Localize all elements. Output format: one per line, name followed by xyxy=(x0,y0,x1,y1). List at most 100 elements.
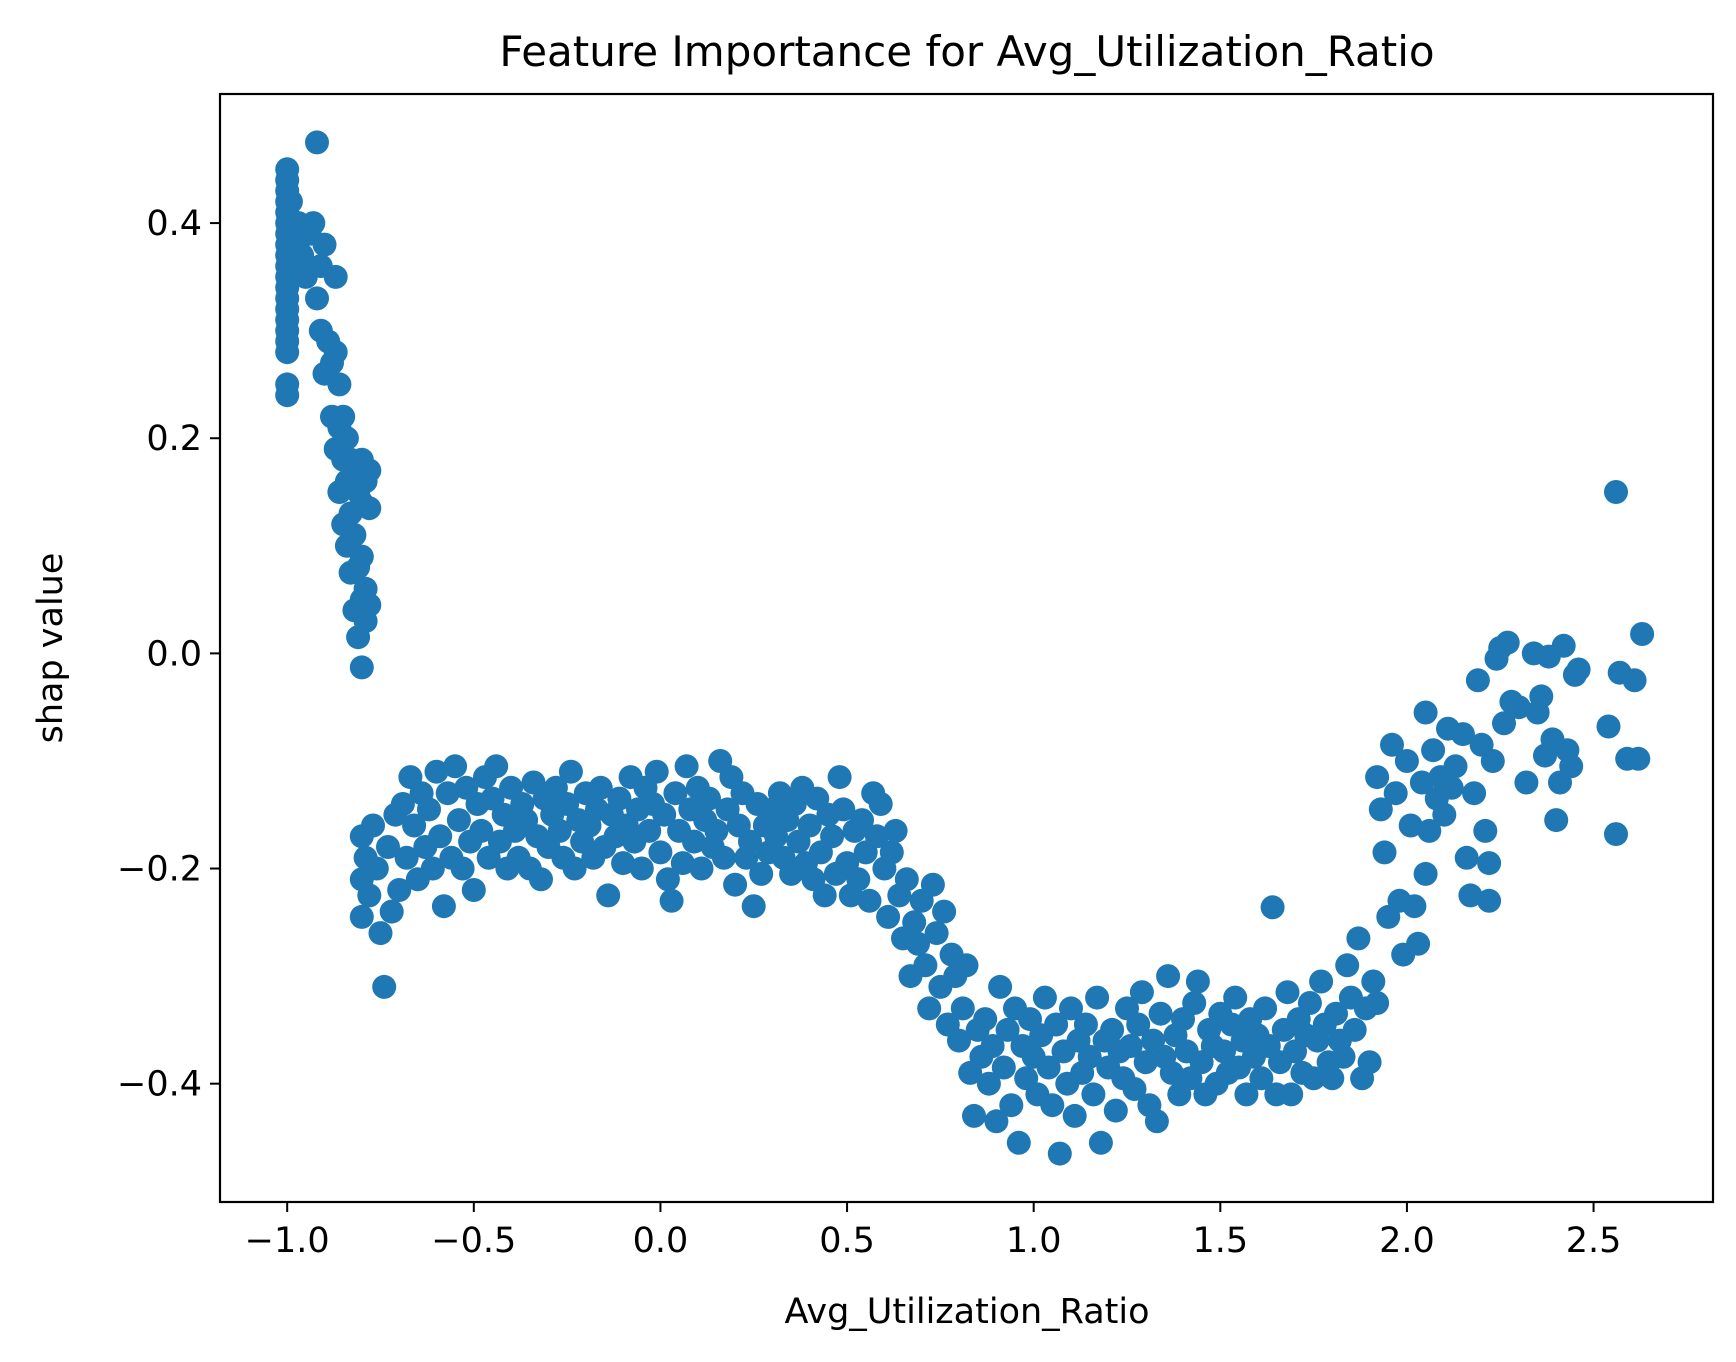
data-point xyxy=(906,931,930,956)
data-point xyxy=(1212,1039,1236,1064)
points-layer xyxy=(275,130,1655,1166)
y-tick-label: −0.4 xyxy=(117,1065,202,1105)
data-point xyxy=(1477,851,1502,876)
data-point xyxy=(1454,845,1479,870)
data-point xyxy=(917,996,942,1021)
data-point xyxy=(924,921,949,946)
data-point xyxy=(394,845,419,870)
data-point xyxy=(1159,1060,1184,1085)
data-point xyxy=(1361,969,1386,994)
data-point xyxy=(738,829,762,854)
data-point xyxy=(995,1017,1020,1042)
data-point xyxy=(655,867,680,892)
data-point xyxy=(1088,1130,1113,1155)
data-point xyxy=(988,974,1013,999)
data-point xyxy=(1450,722,1475,747)
data-point xyxy=(1032,985,1057,1010)
data-point xyxy=(611,851,636,876)
data-point xyxy=(1417,818,1442,843)
data-point xyxy=(1126,1012,1151,1037)
data-point xyxy=(850,808,874,833)
data-point xyxy=(973,1007,998,1032)
data-point xyxy=(1335,953,1360,978)
data-point xyxy=(1040,1093,1065,1118)
data-point xyxy=(1439,775,1464,800)
data-point xyxy=(376,835,400,859)
data-point xyxy=(1492,711,1516,736)
data-point xyxy=(357,883,382,908)
data-point xyxy=(689,856,714,881)
data-point xyxy=(1432,802,1457,827)
data-point xyxy=(1462,781,1487,806)
data-point xyxy=(290,243,315,268)
data-point xyxy=(1044,1012,1069,1037)
data-point xyxy=(1544,808,1569,833)
data-point xyxy=(920,872,945,897)
data-point xyxy=(1559,754,1584,779)
data-point xyxy=(1495,630,1520,655)
data-point xyxy=(1346,926,1371,951)
data-point xyxy=(547,818,572,843)
data-point xyxy=(648,840,673,865)
data-point xyxy=(962,1103,986,1128)
data-point xyxy=(1156,964,1181,989)
data-point xyxy=(1148,1001,1173,1026)
data-point xyxy=(1122,1077,1147,1101)
data-point xyxy=(305,130,329,155)
data-point xyxy=(1133,1050,1158,1075)
data-point xyxy=(1551,633,1576,658)
data-point xyxy=(1626,746,1651,771)
data-point xyxy=(558,759,583,784)
data-point xyxy=(984,1109,1009,1134)
data-point xyxy=(1365,765,1390,790)
data-point xyxy=(484,754,509,779)
data-point xyxy=(1402,894,1427,919)
x-tick-label: −0.5 xyxy=(431,1221,516,1261)
data-point xyxy=(1324,1001,1348,1026)
data-point xyxy=(999,1093,1024,1118)
data-point xyxy=(1249,1066,1274,1091)
data-point xyxy=(1413,700,1438,725)
data-point xyxy=(954,953,979,978)
data-point xyxy=(417,797,441,822)
data-point xyxy=(1059,996,1083,1021)
data-point xyxy=(950,996,975,1021)
x-tick-label: 2.0 xyxy=(1379,1221,1435,1261)
data-point xyxy=(334,426,359,451)
data-point xyxy=(1006,1130,1031,1155)
data-point xyxy=(431,894,456,919)
data-point xyxy=(301,211,326,236)
data-point xyxy=(596,883,621,908)
data-point xyxy=(1596,714,1621,739)
data-point xyxy=(1081,1082,1106,1107)
x-tick-label: 2.5 xyxy=(1566,1221,1622,1261)
data-point xyxy=(1413,861,1438,886)
data-point xyxy=(1529,684,1554,709)
data-point xyxy=(428,824,453,849)
data-point xyxy=(894,867,919,892)
data-point xyxy=(1085,985,1110,1010)
y-tick-label: −0.2 xyxy=(117,850,202,890)
data-point xyxy=(323,264,348,289)
data-point xyxy=(913,953,938,978)
data-point xyxy=(1421,738,1446,763)
data-point xyxy=(1036,1055,1061,1080)
data-point xyxy=(1144,1109,1169,1134)
data-point xyxy=(652,802,677,827)
data-point xyxy=(663,781,688,806)
y-tick-label: 0.2 xyxy=(146,419,202,459)
x-tick-label: 0.5 xyxy=(819,1221,875,1261)
data-point xyxy=(420,856,445,881)
data-point xyxy=(1365,991,1390,1015)
data-point xyxy=(879,840,904,865)
data-point xyxy=(1331,1044,1356,1069)
data-point xyxy=(278,189,303,214)
data-point xyxy=(361,813,385,838)
data-point xyxy=(357,593,382,617)
data-point xyxy=(1342,1017,1367,1042)
data-point xyxy=(1234,1082,1259,1107)
data-point xyxy=(629,856,654,881)
data-point xyxy=(868,792,893,816)
data-point xyxy=(402,813,427,838)
data-point xyxy=(947,1028,971,1053)
